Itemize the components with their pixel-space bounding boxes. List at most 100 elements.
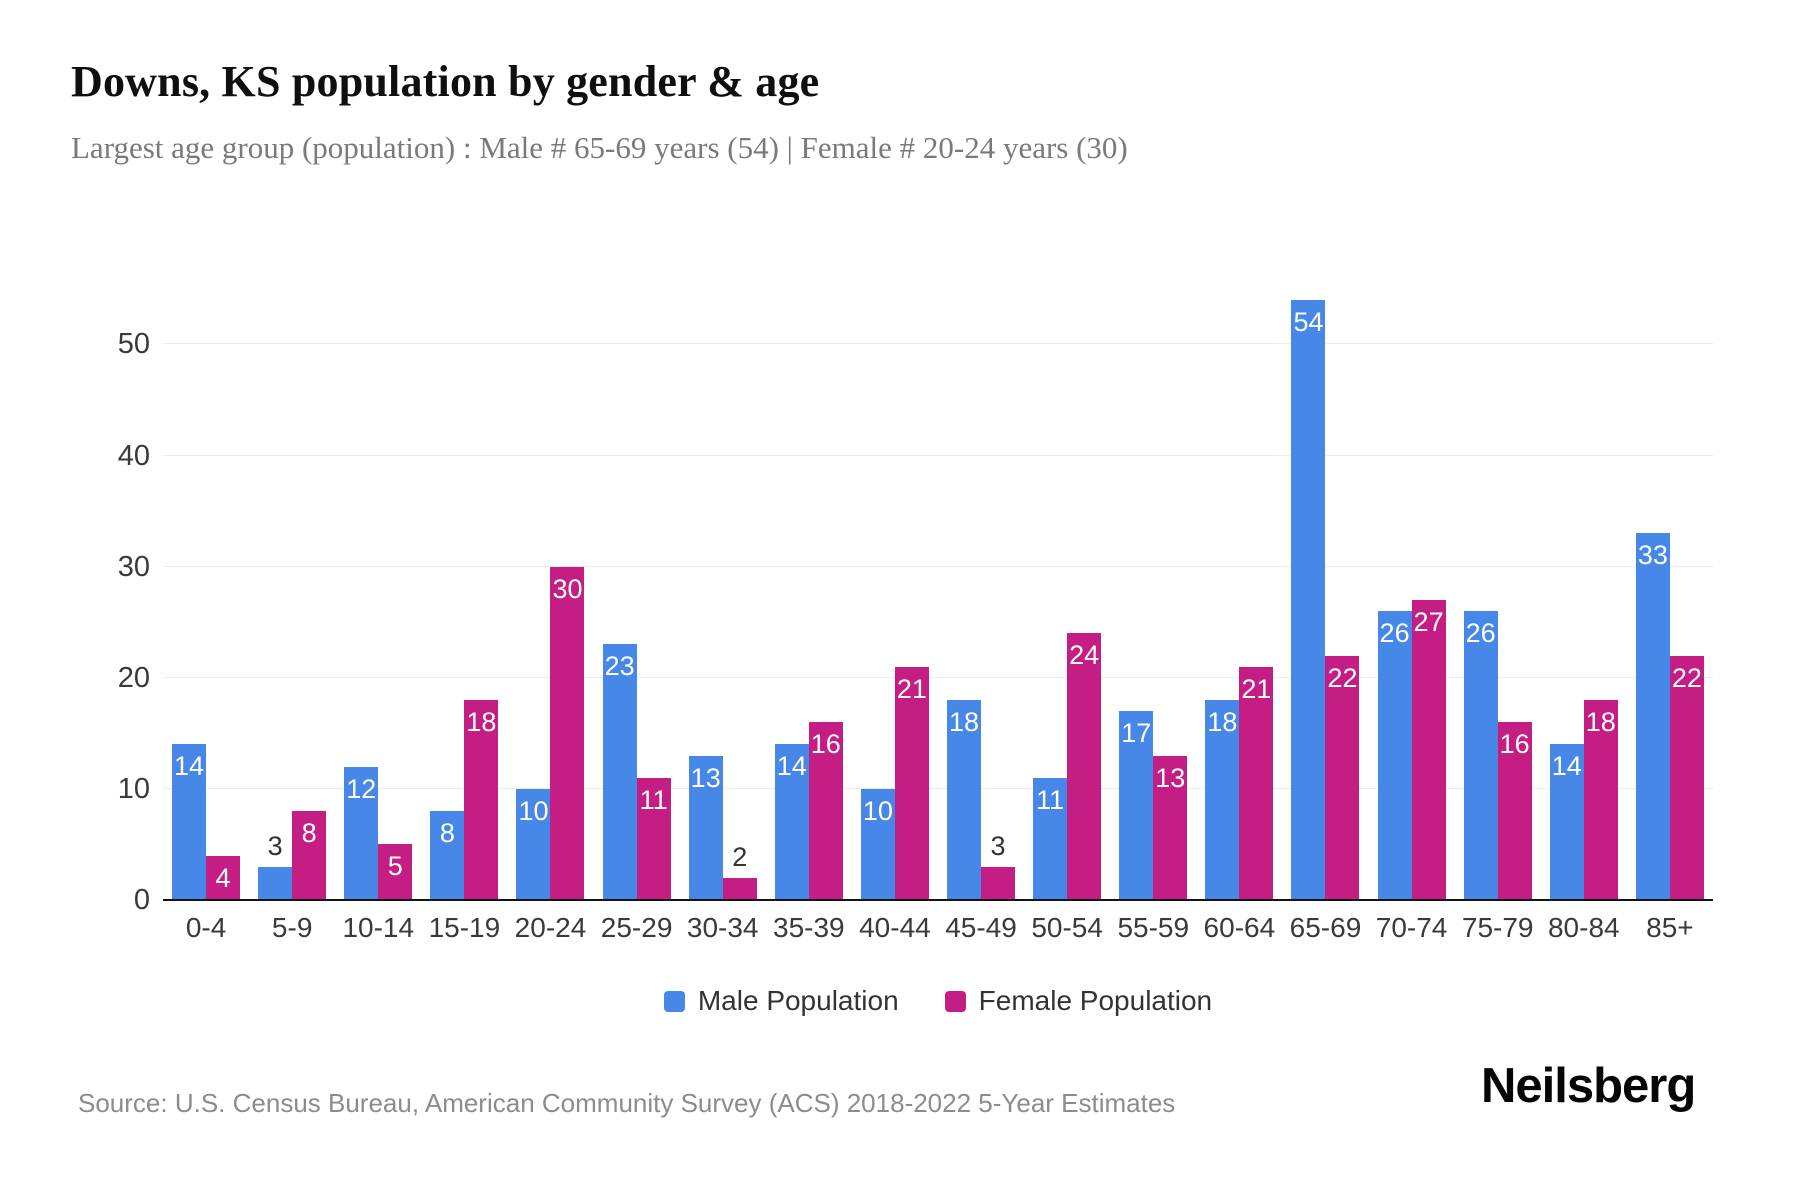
y-tick-label: 30: [117, 550, 150, 583]
bar-female-55-59: 13: [1153, 755, 1188, 900]
gridline: [163, 787, 1713, 789]
bar-value-label: 8: [439, 818, 455, 849]
x-tick-label: 40-44: [859, 912, 931, 943]
bar-male-80-84: 14: [1549, 744, 1584, 900]
x-tick-label: 0-4: [185, 912, 227, 943]
bar-value-label: 27: [1413, 607, 1444, 637]
x-axis-line: [163, 899, 1713, 901]
bar-value-label: 2: [732, 841, 748, 872]
female-legend-swatch-icon: [944, 990, 966, 1012]
bar-value-label: 22: [1327, 662, 1358, 693]
bar-value-label: 24: [1069, 640, 1100, 671]
brand-logo[interactable]: Neilsberg: [1481, 1059, 1696, 1113]
bar-female-85+: 22: [1669, 655, 1704, 900]
bar-female-10-14: 5: [378, 844, 413, 900]
bar-male-20-24: 10: [516, 788, 551, 900]
bar-group: 13 2 30-34: [680, 280, 766, 943]
bar-female-5-9: 8: [292, 811, 327, 900]
bar-group: 26 27 70-74: [1369, 280, 1455, 943]
bar-female-80-84: 18: [1583, 700, 1618, 900]
bar-group: 10 21 40-44: [852, 280, 938, 943]
bar-value-label: 14: [174, 751, 205, 782]
bar-male-45-49: 18: [947, 700, 982, 900]
page-title: Downs, KS population by gender & age: [71, 57, 820, 106]
source-text: Source: U.S. Census Bureau, American Com…: [78, 1088, 1176, 1118]
bar-group: 18 21 60-64: [1196, 280, 1282, 943]
bar-female-15-19: 18: [464, 700, 499, 900]
bar-group: 33 22 85+: [1627, 280, 1713, 943]
plot-area: 14 4 0-4 3 8 5-9 12 5 10-14 8 18 15-19 10 30 20-24 23 11…: [163, 280, 1713, 943]
bar-value-label: 3: [990, 830, 1006, 861]
legend: Male Population Female Population: [163, 984, 1713, 1018]
bar-value-label: 14: [776, 751, 807, 782]
bar-female-45-49: 3: [981, 831, 1016, 900]
bar-group: 14 18 80-84: [1541, 280, 1627, 943]
bar-group: 12 5 10-14: [335, 280, 421, 943]
bar-group: 18 3 45-49: [938, 280, 1024, 943]
bar-value-label: 22: [1671, 662, 1702, 693]
bar-value-label: 54: [1293, 307, 1324, 337]
bar-female-65-69: 22: [1325, 655, 1360, 900]
bar-male-60-64: 18: [1205, 700, 1240, 900]
bar-value-label: 8: [301, 818, 317, 849]
x-tick-label: 85+: [1646, 912, 1694, 943]
bar-value-label: 12: [346, 773, 377, 804]
bar-male-70-74: 26: [1377, 611, 1412, 900]
y-tick-label: 0: [133, 884, 150, 916]
bar-value-label: 10: [862, 795, 893, 826]
bar-value-label: 21: [1241, 673, 1272, 704]
bar-value-label: 33: [1637, 540, 1668, 571]
x-tick-label: 55-59: [1117, 912, 1190, 943]
bar-female-75-79: 16: [1497, 722, 1532, 900]
bar-value-label: 3: [267, 830, 283, 861]
bar-value-label: 17: [1121, 718, 1152, 749]
bar-value-label: 30: [552, 573, 583, 604]
bar-value-label: 13: [690, 762, 721, 793]
y-tick-label: 40: [117, 439, 150, 472]
bar-group: 11 24 50-54: [1024, 280, 1110, 943]
bar-value-label: 16: [1499, 729, 1530, 760]
bar-value-label: 23: [604, 651, 635, 682]
bar-group: 26 16 75-79: [1455, 280, 1541, 943]
bar-group: 10 30 20-24: [507, 280, 593, 943]
legend-label-male: Male Population: [697, 985, 899, 1016]
x-tick-label: 20-24: [514, 912, 587, 943]
y-tick-label: 50: [117, 328, 150, 361]
x-tick-label: 35-39: [773, 912, 845, 943]
x-tick-label: 45-49: [945, 912, 1017, 943]
gridline: [163, 565, 1713, 567]
bar-value-label: 18: [1585, 707, 1616, 737]
legend-label-female: Female Population: [978, 985, 1213, 1016]
bar-male-75-79: 26: [1463, 611, 1498, 900]
bar-groups: 14 4 0-4 3 8 5-9 12 5 10-14 8 18 15-19 10 30 20-24 23 11…: [163, 280, 1713, 943]
legend-item-female[interactable]: Female Population: [944, 985, 1213, 1017]
x-tick-label: 65-69: [1289, 912, 1362, 943]
x-tick-label: 5-9: [271, 912, 313, 943]
bar-value-label: 18: [1207, 707, 1238, 737]
bar-value-label: 11: [1036, 784, 1065, 815]
legend-item-male[interactable]: Male Population: [663, 985, 899, 1017]
bar-group: 14 16 35-39: [766, 280, 852, 943]
bar-female-35-39: 16: [808, 722, 843, 900]
bar-group: 17 13 55-59: [1110, 280, 1196, 943]
bar-value-label: 13: [1155, 762, 1186, 793]
bar-male-40-44: 10: [860, 788, 895, 900]
bar-female-0-4: 4: [206, 855, 241, 900]
bar-group: 23 11 25-29: [594, 280, 680, 943]
bar-male-0-4: 14: [172, 744, 207, 900]
bar-female-60-64: 21: [1239, 666, 1274, 900]
x-tick-label: 60-64: [1203, 912, 1276, 943]
bar-male-25-29: 23: [602, 644, 637, 900]
page-subtitle: Largest age group (population) : Male # …: [71, 130, 1128, 165]
bar-value-label: 4: [215, 862, 231, 893]
bar-value-label: 14: [1551, 751, 1582, 782]
bar-male-85+: 33: [1635, 533, 1670, 900]
bar-female-25-29: 11: [636, 777, 671, 900]
x-tick-label: 30-34: [686, 912, 759, 943]
bar-male-15-19: 8: [430, 811, 465, 900]
bar-male-50-54: 11: [1033, 777, 1068, 900]
gridline: [163, 343, 1713, 345]
gridline: [163, 454, 1713, 456]
x-tick-label: 10-14: [342, 912, 415, 943]
